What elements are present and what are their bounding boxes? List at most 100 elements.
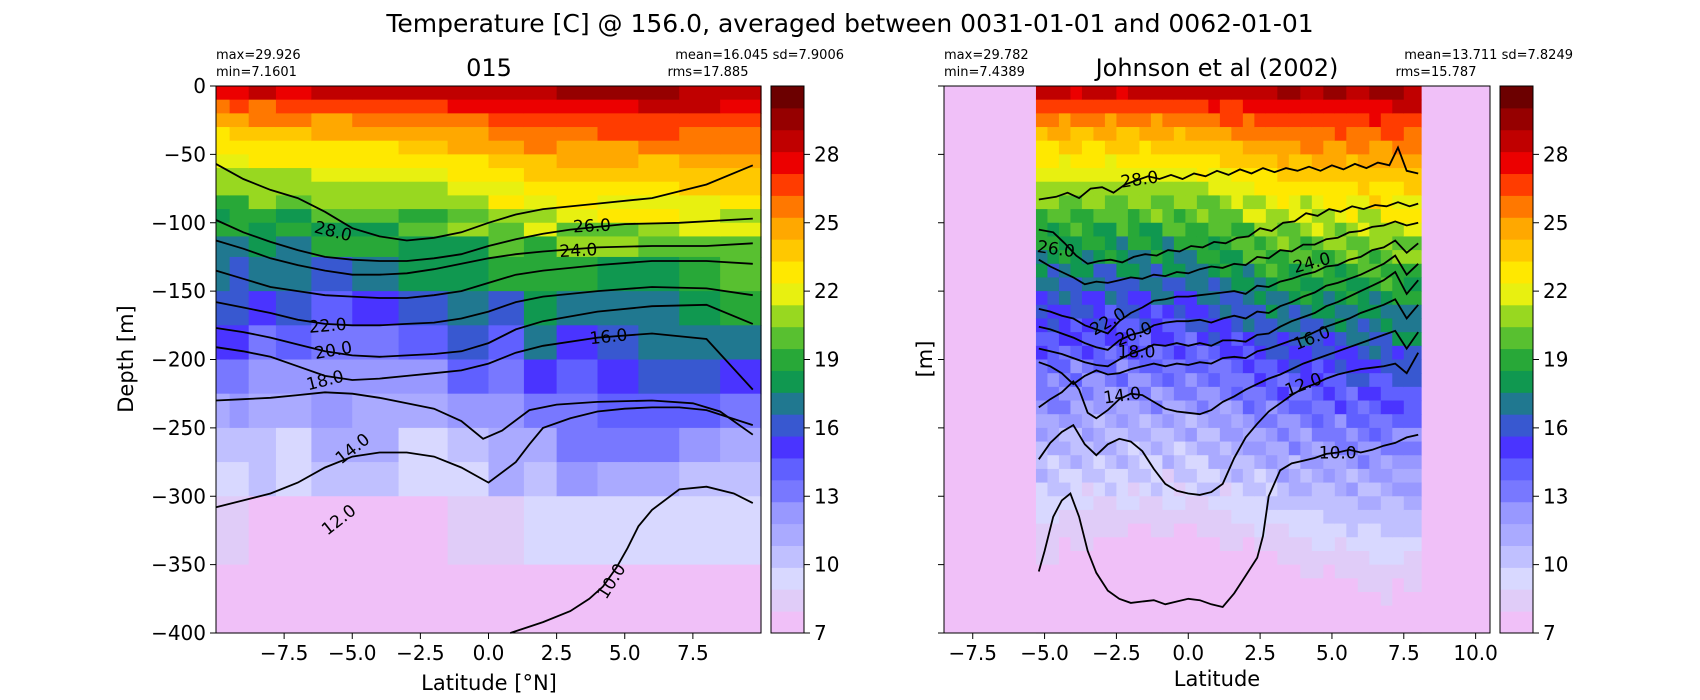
- heatmap-cell: [1162, 86, 1175, 101]
- heatmap-cell: [523, 256, 558, 292]
- heatmap-cell: [1311, 496, 1324, 511]
- heatmap-cell: [1058, 591, 1072, 607]
- heatmap-cell: [1139, 509, 1152, 525]
- heatmap-cell: [638, 427, 680, 463]
- heatmap-cell: [1162, 427, 1175, 443]
- heatmap-cell: [1093, 99, 1106, 114]
- heatmap-cell: [1392, 168, 1405, 183]
- heatmap-cell: [1323, 140, 1336, 155]
- heatmap-cell: [1323, 127, 1336, 142]
- heatmap-cell: [1392, 263, 1405, 279]
- heatmap-cell: [1357, 523, 1370, 538]
- heatmap-cell: [679, 86, 721, 101]
- heatmap-cell: [1231, 181, 1244, 196]
- heatmap-cell: [638, 236, 680, 258]
- colorbar-swatch: [771, 261, 804, 284]
- heatmap-cell: [248, 427, 277, 463]
- colorbar-swatch: [771, 129, 804, 153]
- heatmap-cell: [1127, 400, 1141, 415]
- heatmap-cell: [1093, 400, 1106, 415]
- heatmap-cell: [488, 236, 525, 258]
- heatmap-cell: [1127, 318, 1141, 333]
- colorbar-swatch: [1500, 414, 1533, 437]
- heatmap-cell: [1185, 209, 1198, 224]
- heatmap-cell: [1058, 209, 1072, 224]
- heatmap-cell: [1196, 263, 1209, 279]
- heatmap-cell: [1196, 86, 1209, 101]
- heatmap-cell: [1185, 140, 1198, 155]
- heatmap-cell: [447, 209, 490, 224]
- heatmap-cell: [1334, 550, 1347, 566]
- heatmap-cell: [1346, 427, 1359, 443]
- contour-14.0: [215, 391, 754, 440]
- heatmap-cell: [1104, 318, 1118, 333]
- heatmap-cell: [248, 359, 277, 395]
- heatmap-cell: [1081, 509, 1095, 525]
- heatmap-cell: [1081, 482, 1095, 497]
- heatmap-cell: [597, 86, 639, 101]
- heatmap-cell: [1380, 523, 1393, 538]
- heatmap-cell: [1369, 318, 1382, 333]
- heatmap-cell: [1300, 482, 1313, 497]
- heatmap-cell: [1392, 496, 1405, 511]
- colorbar-swatch: [1500, 173, 1533, 196]
- heatmap-cell: [1380, 414, 1393, 429]
- x-tick-label: −5.0: [1020, 641, 1069, 665]
- heatmap-cell: [1346, 591, 1359, 607]
- colorbar-swatch: [1500, 611, 1533, 634]
- heatmap-cell: [1185, 468, 1198, 484]
- heatmap-cell: [720, 127, 762, 142]
- heatmap-cell: [1231, 209, 1244, 224]
- heatmap-cell: [1150, 209, 1163, 224]
- heatmap-cell: [1035, 291, 1049, 306]
- heatmap-cell: [523, 168, 558, 183]
- heatmap-cell: [1162, 154, 1175, 169]
- colorbar-tick-label: 16: [1543, 416, 1568, 440]
- heatmap-cell: [597, 140, 639, 155]
- heatmap-cell: [1150, 195, 1163, 210]
- heatmap-cell: [1392, 468, 1405, 484]
- heatmap-cell: [1311, 468, 1324, 484]
- heatmap-cell: [1150, 605, 1163, 620]
- heatmap-cell: [1334, 304, 1347, 320]
- heatmap-cell: [1139, 181, 1152, 196]
- heatmap-cell: [1116, 564, 1129, 579]
- heatmap-cell: [1047, 619, 1060, 634]
- heatmap-cell: [1070, 427, 1083, 443]
- heatmap-cell: [1403, 386, 1422, 402]
- heatmap-cell: [1139, 99, 1152, 114]
- heatmap-cell: [1323, 345, 1336, 361]
- heatmap-cell: [1081, 99, 1095, 114]
- heatmap-cell: [1185, 537, 1198, 552]
- heatmap-cell: [1047, 140, 1060, 155]
- heatmap-cell: [1058, 468, 1072, 484]
- heatmap-cell: [1300, 605, 1313, 620]
- heatmap-cell: [216, 359, 231, 395]
- heatmap-cell: [1323, 591, 1336, 607]
- heatmap-cell: [1369, 427, 1382, 443]
- heatmap-cell: [1127, 277, 1141, 292]
- heatmap-cell: [1196, 345, 1209, 361]
- heatmap-cell: [1127, 127, 1141, 142]
- heatmap-cell: [1231, 414, 1244, 429]
- heatmap-cell: [1116, 181, 1129, 196]
- heatmap-cell: [1369, 140, 1382, 155]
- heatmap-cell: [1231, 222, 1244, 238]
- heatmap-cell: [216, 209, 231, 224]
- heatmap-cell: [1288, 441, 1301, 456]
- heatmap-cell: [1254, 441, 1267, 456]
- heatmap-cell: [1334, 468, 1347, 484]
- heatmap-cell: [679, 325, 721, 361]
- heatmap-cell: [1058, 578, 1072, 593]
- heatmap-cell: [1070, 468, 1083, 484]
- heatmap-cell: [1265, 154, 1278, 169]
- heatmap-cell: [1139, 496, 1152, 511]
- heatmap-cell: [1185, 441, 1198, 456]
- colorbar-tick-label: 28: [1543, 142, 1568, 166]
- heatmap-cell: [1311, 550, 1324, 566]
- heatmap-cell: [1081, 236, 1095, 251]
- heatmap-cell: [1346, 455, 1359, 470]
- heatmap-cell: [1127, 113, 1141, 128]
- heatmap-cell: [229, 113, 250, 128]
- heatmap-cell: [352, 99, 400, 114]
